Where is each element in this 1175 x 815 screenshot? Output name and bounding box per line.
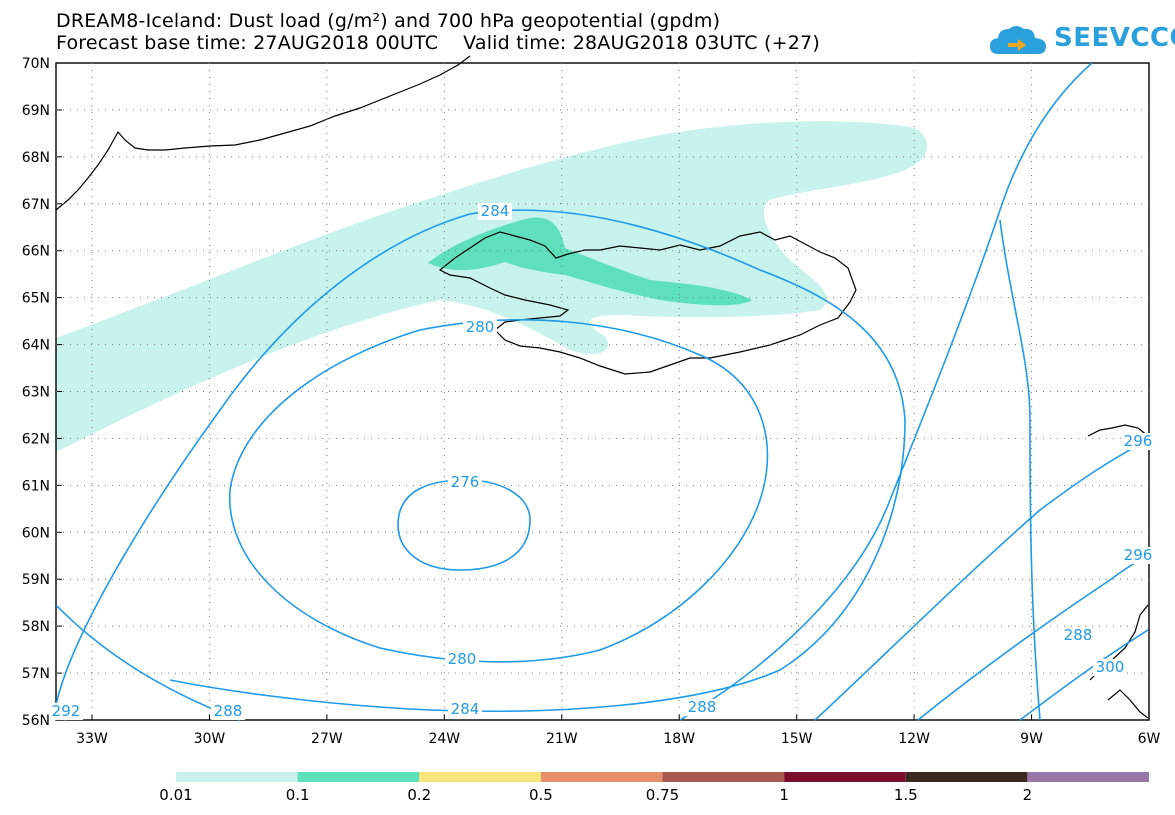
legend-swatch-7 — [1027, 772, 1149, 782]
lon-label-12W: 12W — [898, 731, 930, 747]
contour-label-bg — [1061, 627, 1095, 644]
contour-288-left — [55, 604, 241, 721]
lon-label-6W: 6W — [1138, 731, 1161, 747]
lon-label-33W: 33W — [76, 731, 108, 747]
contour-label-bg — [1093, 659, 1127, 676]
contour-label-284: 284 — [451, 700, 480, 718]
contour-label-296: 296 — [1124, 432, 1153, 450]
lon-label-9W: 9W — [1020, 731, 1043, 747]
legend-label-0.75: 0.75 — [646, 786, 679, 804]
contour-280 — [229, 319, 769, 663]
lat-label-66N: 66N — [22, 244, 50, 260]
contour-288-right — [679, 62, 1093, 721]
map-title-line1: DREAM8-Iceland: Dust load (g/m²) and 700… — [56, 10, 721, 32]
contour-300 — [1019, 629, 1149, 721]
contour-label-bg — [1121, 433, 1155, 450]
legend-label-1.5: 1.5 — [894, 786, 918, 804]
lat-label-60N: 60N — [22, 525, 50, 541]
lon-label-21W: 21W — [546, 731, 578, 747]
lat-label-62N: 62N — [22, 431, 50, 447]
contour-276 — [397, 479, 531, 571]
map-gridlines — [56, 62, 1150, 721]
contour-label-280: 280 — [466, 318, 495, 336]
contour-label-bg — [49, 703, 83, 720]
contour-label-bg — [463, 319, 497, 336]
contour-label-288: 288 — [214, 702, 243, 720]
dust-legend: 0.01 0.1 0.2 0.5 0.75 1 1.5 2 — [159, 772, 1149, 804]
lat-label-58N: 58N — [22, 619, 50, 635]
lat-label-61N: 61N — [22, 478, 50, 494]
lon-label-15W: 15W — [781, 731, 813, 747]
contour-label-296: 296 — [1124, 546, 1153, 564]
lat-label-63N: 63N — [22, 385, 50, 401]
dust-area-mid — [428, 217, 752, 306]
legend-label-1: 1 — [779, 786, 789, 804]
contour-label-300: 300 — [1096, 658, 1125, 676]
legend-label-0.5: 0.5 — [529, 786, 553, 804]
lat-label-64N: 64N — [22, 338, 50, 354]
contour-label-288: 288 — [688, 698, 717, 716]
cloud-logo-icon — [990, 26, 1046, 54]
contour-label-bg — [685, 699, 719, 716]
legend-swatch-4 — [662, 772, 785, 782]
legend-swatch-0 — [176, 772, 298, 782]
lat-label-67N: 67N — [22, 197, 50, 213]
lon-label-24W: 24W — [428, 731, 460, 747]
contour-label-bg — [1121, 547, 1155, 564]
lon-label-30W: 30W — [194, 731, 226, 747]
legend-label-2: 2 — [1023, 786, 1033, 804]
lat-label-68N: 68N — [22, 150, 50, 166]
contour-label-292: 292 — [52, 702, 81, 720]
contour-292 — [55, 439, 1149, 721]
lon-label-27W: 27W — [311, 731, 343, 747]
legend-label-0.01: 0.01 — [159, 786, 192, 804]
contour-label-288: 288 — [1064, 626, 1093, 644]
logo-text: SEEVCCC — [1054, 23, 1175, 53]
greenland-coastline — [55, 55, 471, 211]
lat-label-59N: 59N — [22, 572, 50, 588]
contour-label-284: 284 — [481, 202, 510, 220]
contour-292-east — [999, 219, 1041, 721]
lat-label-56N: 56N — [22, 713, 50, 729]
contour-label-bg — [211, 703, 245, 720]
contour-label-bg — [445, 651, 479, 668]
legend-swatch-2 — [419, 772, 541, 782]
contour-label-bg — [478, 203, 512, 220]
dust-area-low — [56, 121, 927, 452]
lat-label-69N: 69N — [22, 103, 50, 119]
latitude-labels: 70N 69N 68N 67N 66N 65N 64N 63N 62N 61N 60N 59N 58N 5… — [22, 56, 50, 729]
legend-swatch-1 — [297, 772, 420, 782]
legend-label-0.2: 0.2 — [407, 786, 431, 804]
contour-284-outer — [55, 209, 906, 713]
iceland-coastline — [438, 231, 857, 375]
lat-label-65N: 65N — [22, 291, 50, 307]
legend-swatch-6 — [905, 772, 1028, 782]
contour-label-bg — [448, 474, 482, 491]
contour-label-276: 276 — [451, 473, 480, 491]
lon-label-18W: 18W — [663, 731, 695, 747]
legend-label-0.1: 0.1 — [286, 786, 310, 804]
legend-swatch-5 — [784, 772, 906, 782]
lat-label-70N: 70N — [22, 56, 50, 72]
contour-label-bg — [448, 701, 482, 718]
longitude-labels: 33W 30W 27W 24W 21W 18W 15W 12W 9W 6W — [76, 731, 1160, 747]
legend-swatch-3 — [540, 772, 663, 782]
map-title-line2: Forecast base time: 27AUG2018 00UTC Vali… — [56, 32, 820, 54]
lat-label-57N: 57N — [22, 666, 50, 682]
contour-label-280: 280 — [448, 650, 477, 668]
